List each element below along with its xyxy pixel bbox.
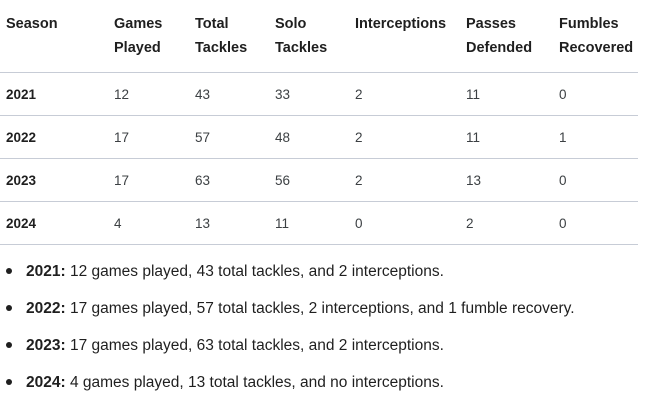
bullet-icon [6, 379, 12, 385]
passes-defended-cell: 13 [460, 158, 553, 202]
fumbles-recovered-cell: 0 [553, 72, 638, 116]
season-cell: 2022 [0, 115, 108, 159]
summary-year: 2021: [26, 263, 66, 280]
table-row: 2022 17 57 48 2 11 1 [0, 115, 638, 159]
summary-text: 17 games played, 63 total tackles, and 2… [65, 337, 444, 354]
table-body: 2021 12 43 33 2 11 0 2022 17 57 48 2 11 … [0, 72, 638, 245]
bullet-icon [6, 305, 12, 311]
header-interceptions: Interceptions [349, 0, 460, 73]
table-header: Season Games Played Total Tackles Solo Tack… [0, 0, 638, 73]
passes-defended-cell: 11 [460, 115, 553, 159]
header-total-tackles: Total Tackles [189, 0, 269, 73]
total-tackles-cell: 57 [189, 115, 269, 159]
season-cell: 2024 [0, 201, 108, 245]
solo-tackles-cell: 33 [269, 72, 349, 116]
interceptions-cell: 2 [349, 72, 460, 116]
summary-text: 4 games played, 13 total tackles, and no… [65, 374, 444, 391]
list-item: 2022: 17 games played, 57 total tackles,… [0, 290, 575, 327]
list-item: 2021: 12 games played, 43 total tackles,… [0, 253, 575, 290]
bullet-icon [6, 268, 12, 274]
games-played-cell: 12 [108, 72, 189, 116]
header-fumbles-recovered: Fumbles Recovered [553, 0, 638, 73]
solo-tackles-cell: 56 [269, 158, 349, 202]
table-row: 2023 17 63 56 2 13 0 [0, 158, 638, 202]
season-cell: 2023 [0, 158, 108, 202]
total-tackles-cell: 43 [189, 72, 269, 116]
bullet-icon [6, 342, 12, 348]
interceptions-cell: 0 [349, 201, 460, 245]
fumbles-recovered-cell: 1 [553, 115, 638, 159]
list-item: 2024: 4 games played, 13 total tackles, … [0, 364, 575, 401]
total-tackles-cell: 63 [189, 158, 269, 202]
games-played-cell: 17 [108, 158, 189, 202]
interceptions-cell: 2 [349, 158, 460, 202]
solo-tackles-cell: 11 [269, 201, 349, 245]
header-row: Season Games Played Total Tackles Solo Tack… [0, 0, 638, 73]
table-row: 2024 4 13 11 0 2 0 [0, 201, 638, 245]
season-stats-table: Season Games Played Total Tackles Solo Tack… [0, 0, 638, 245]
games-played-cell: 4 [108, 201, 189, 245]
summary-text: 12 games played, 43 total tackles, and 2… [65, 263, 444, 280]
header-solo-tackles: Solo Tackles [269, 0, 349, 73]
list-item: 2023: 17 games played, 63 total tackles,… [0, 327, 575, 364]
passes-defended-cell: 11 [460, 72, 553, 116]
solo-tackles-cell: 48 [269, 115, 349, 159]
table-row: 2021 12 43 33 2 11 0 [0, 72, 638, 116]
summary-text: 17 games played, 57 total tackles, 2 int… [65, 300, 575, 317]
season-summary-list: 2021: 12 games played, 43 total tackles,… [0, 253, 575, 401]
summary-year: 2022: [26, 300, 66, 317]
passes-defended-cell: 2 [460, 201, 553, 245]
header-passes-defended: Passes Defended [460, 0, 553, 73]
season-cell: 2021 [0, 72, 108, 116]
summary-year: 2023: [26, 337, 66, 354]
summary-year: 2024: [26, 374, 66, 391]
fumbles-recovered-cell: 0 [553, 201, 638, 245]
interceptions-cell: 2 [349, 115, 460, 159]
header-games-played: Games Played [108, 0, 189, 73]
total-tackles-cell: 13 [189, 201, 269, 245]
fumbles-recovered-cell: 0 [553, 158, 638, 202]
header-season: Season [0, 0, 108, 73]
games-played-cell: 17 [108, 115, 189, 159]
